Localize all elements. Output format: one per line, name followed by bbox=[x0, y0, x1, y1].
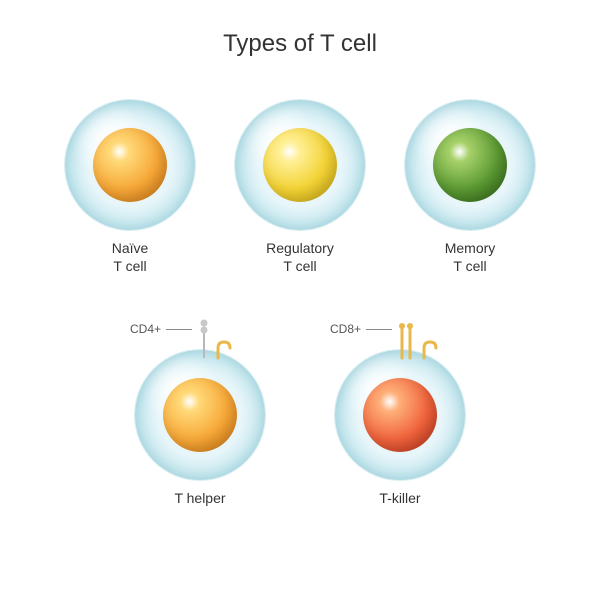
receptor-label: CD8+ bbox=[330, 322, 361, 336]
cell-nucleus bbox=[93, 128, 167, 202]
cd4-receptor-icon bbox=[194, 320, 238, 363]
leader-line bbox=[166, 329, 192, 330]
cell-regulatory: Regulatory T cell bbox=[220, 100, 380, 275]
cell-label: Regulatory T cell bbox=[220, 240, 380, 275]
cell-body: CD4+ bbox=[135, 350, 265, 480]
cell-memory: Memory T cell bbox=[390, 100, 550, 275]
cell-nucleus bbox=[363, 378, 437, 452]
cell-killer: CD8+ T-killer bbox=[320, 350, 480, 508]
cell-body bbox=[405, 100, 535, 230]
cell-body: CD8+ bbox=[335, 350, 465, 480]
cell-label: Memory T cell bbox=[390, 240, 550, 275]
cell-label: Naïve T cell bbox=[50, 240, 210, 275]
cell-naive: Naïve T cell bbox=[50, 100, 210, 275]
leader-line bbox=[366, 329, 392, 330]
cell-label: T helper bbox=[120, 490, 280, 508]
cd8-receptor-icon bbox=[394, 320, 444, 363]
cell-label: T-killer bbox=[320, 490, 480, 508]
cell-helper: CD4+ T helper bbox=[120, 350, 280, 508]
cell-nucleus bbox=[433, 128, 507, 202]
cell-nucleus bbox=[163, 378, 237, 452]
receptor-label: CD4+ bbox=[130, 322, 161, 336]
cell-body bbox=[65, 100, 195, 230]
cell-body bbox=[235, 100, 365, 230]
cell-nucleus bbox=[263, 128, 337, 202]
page-title: Types of T cell bbox=[0, 30, 600, 58]
